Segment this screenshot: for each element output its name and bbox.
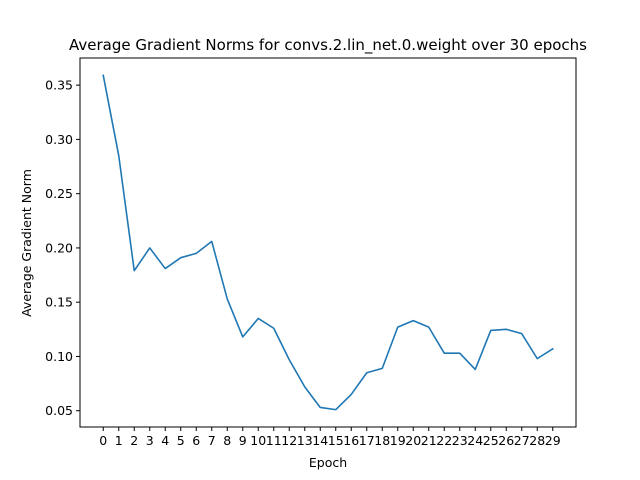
- x-tick-label: 4: [161, 433, 169, 448]
- x-tick-label: 27: [514, 433, 530, 448]
- chart-title: Average Gradient Norms for convs.2.lin_n…: [69, 36, 587, 55]
- y-tick-label: 0.15: [45, 295, 73, 310]
- x-tick-label: 23: [452, 433, 468, 448]
- x-tick-label: 6: [192, 433, 200, 448]
- x-tick-label: 26: [498, 433, 514, 448]
- x-tick-label: 8: [223, 433, 231, 448]
- x-tick-label: 1: [115, 433, 123, 448]
- y-tick-label: 0.25: [45, 186, 73, 201]
- x-tick-label: 7: [208, 433, 216, 448]
- y-axis-title: Average Gradient Norm: [19, 169, 34, 317]
- y-tick-label: 0.10: [45, 349, 73, 364]
- x-tick-label: 22: [436, 433, 452, 448]
- y-tick-label: 0.20: [45, 240, 73, 255]
- x-tick-label: 5: [177, 433, 185, 448]
- series-group: [102, 74, 554, 411]
- x-axis-title: Epoch: [309, 455, 347, 470]
- x-tick-label: 14: [312, 433, 328, 448]
- x-tick-label: 17: [359, 433, 375, 448]
- x-tick-label: 24: [467, 433, 483, 448]
- x-axis: 0 1 2 3 4 5 6 7 8 9 10 11 12 13 14 15 16 17 18 19 20 21 22 23 24…: [99, 427, 561, 448]
- plot-area: [80, 58, 576, 427]
- x-tick-label: 18: [374, 433, 390, 448]
- x-tick-label: 10: [250, 433, 266, 448]
- x-tick-label: 16: [343, 433, 359, 448]
- x-tick-label: 25: [483, 433, 499, 448]
- x-tick-label: 21: [421, 433, 437, 448]
- x-tick-label: 29: [545, 433, 561, 448]
- plot-frame: [79, 57, 577, 428]
- x-tick-label: 2: [130, 433, 138, 448]
- x-tick-label: 13: [297, 433, 313, 448]
- x-tick-label: 28: [529, 433, 545, 448]
- y-tick-label: 0.30: [45, 132, 73, 147]
- y-tick-label: 0.35: [45, 78, 73, 93]
- x-tick-label: 0: [99, 433, 107, 448]
- x-tick-label: 19: [390, 433, 406, 448]
- x-tick-label: 3: [146, 433, 154, 448]
- x-tick-label: 15: [328, 433, 344, 448]
- x-tick-label: 9: [239, 433, 247, 448]
- x-tick-label: 11: [266, 433, 282, 448]
- y-tick-label: 0.05: [45, 403, 73, 418]
- y-axis: 0.05 0.10 0.15 0.20 0.25 0.30 0.35: [45, 78, 80, 418]
- x-tick-label: 12: [281, 433, 297, 448]
- x-tick-label: 20: [405, 433, 421, 448]
- series-line-0: [102, 74, 554, 411]
